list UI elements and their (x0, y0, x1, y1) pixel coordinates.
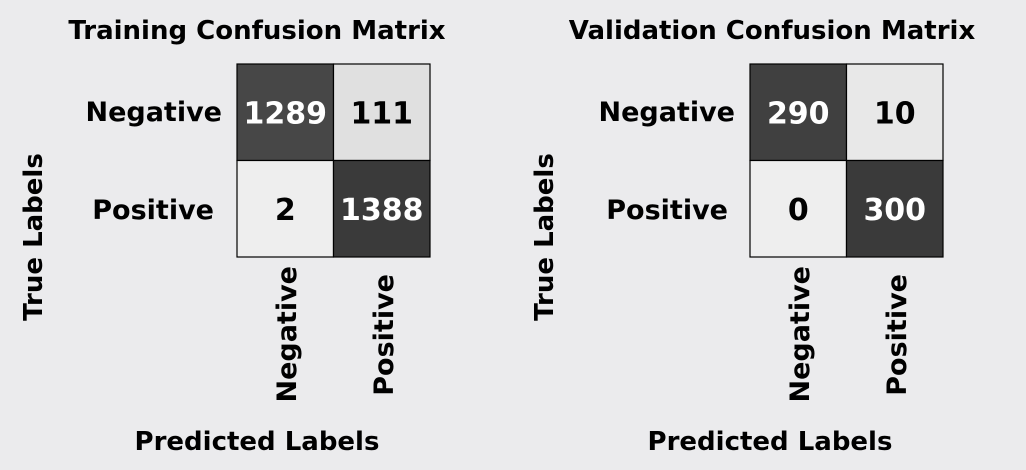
cell-value-negative-positive: 111 (350, 96, 413, 131)
x-axis-label: Predicted Labels (648, 427, 893, 457)
cell-value-positive-positive: 300 (863, 193, 926, 228)
training-confusion-matrix: Training Confusion Matrix 1289 111 2 1388 N… (19, 16, 446, 457)
matrix-cells: 290 10 0 300 (749, 63, 944, 258)
cell-negative-positive (332, 63, 431, 162)
y-axis-label: True Labels (530, 153, 560, 321)
x-axis-label: Predicted Labels (135, 427, 380, 457)
y-tick-positive: Positive (92, 195, 214, 226)
cell-positive-negative (749, 159, 848, 258)
cell-value-positive-positive: 1388 (340, 193, 424, 228)
cell-negative-positive (845, 63, 944, 162)
matrix-cells: 1289 111 2 1388 (236, 63, 431, 258)
cell-negative-negative (749, 63, 848, 162)
cell-value-negative-positive: 10 (874, 96, 916, 131)
cell-positive-positive (332, 159, 431, 258)
x-tick-negative: Negative (785, 266, 816, 403)
cell-positive-negative (236, 159, 335, 258)
cell-negative-negative (236, 63, 335, 162)
x-tick-positive: Positive (369, 274, 400, 396)
cell-value-negative-negative: 1289 (244, 96, 328, 131)
cell-value-positive-negative: 0 (788, 193, 809, 228)
y-axis-label: True Labels (19, 153, 49, 321)
x-tick-negative: Negative (272, 266, 303, 403)
y-tick-negative: Negative (85, 97, 222, 128)
x-tick-positive: Positive (882, 274, 913, 396)
cell-value-positive-negative: 2 (275, 193, 296, 228)
cell-positive-positive (845, 159, 944, 258)
y-tick-negative: Negative (598, 97, 735, 128)
cell-value-negative-negative: 290 (767, 96, 830, 131)
y-tick-positive: Positive (606, 195, 728, 226)
chart-title: Training Confusion Matrix (68, 16, 445, 46)
chart-title: Validation Confusion Matrix (569, 16, 976, 46)
validation-confusion-matrix: Validation Confusion Matrix 290 10 0 300 Ne… (530, 16, 976, 457)
